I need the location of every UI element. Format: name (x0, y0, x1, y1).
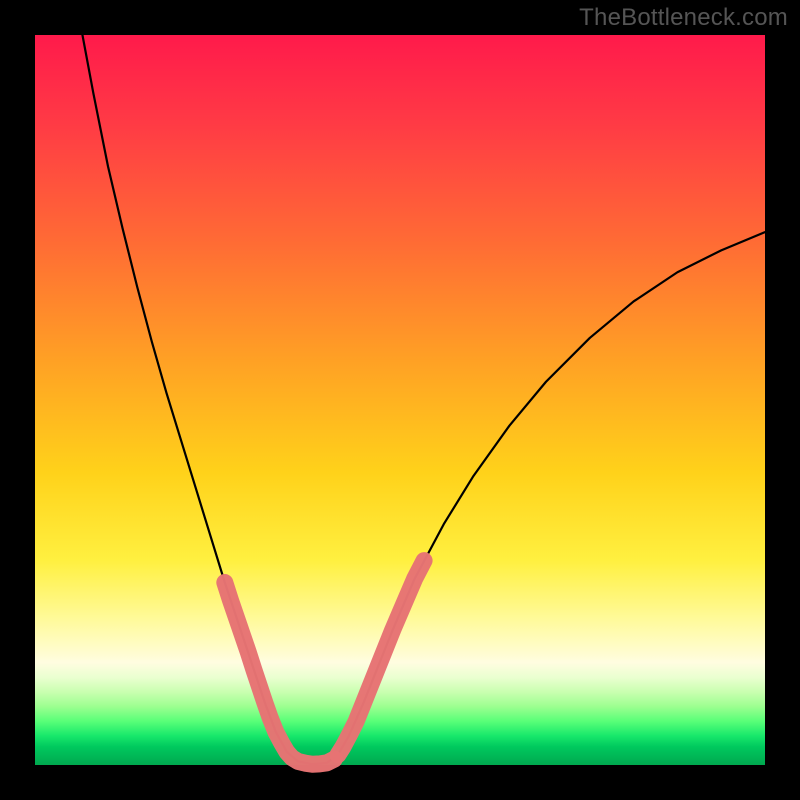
chart-background-green-band (35, 35, 765, 765)
chart-svg (0, 0, 800, 800)
bottleneck-chart: TheBottleneck.com (0, 0, 800, 800)
watermark-text: TheBottleneck.com (579, 4, 788, 32)
